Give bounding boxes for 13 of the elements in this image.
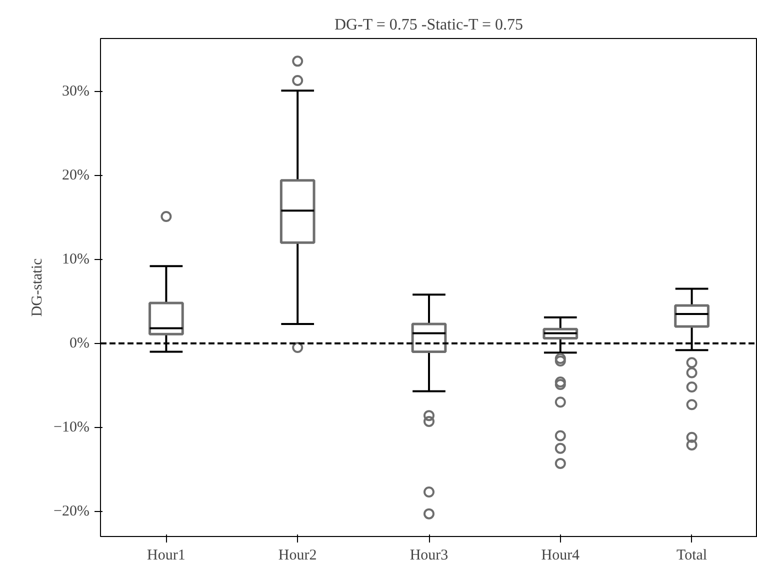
x-tick-label: Hour2	[278, 548, 317, 564]
y-tick-label: 10%	[62, 251, 90, 268]
x-tick-label: Total	[676, 548, 708, 564]
y-axis-title: DG-static	[30, 258, 46, 317]
x-tick-label: Hour4	[541, 548, 580, 564]
y-tick-label: −10%	[54, 419, 90, 436]
y-tick-label: 20%	[62, 167, 90, 184]
y-tick-label: −20%	[54, 503, 90, 520]
x-tick-label: Hour1	[147, 548, 186, 564]
chart-title: DG-T = 0.75 -Static-T = 0.75	[334, 16, 523, 34]
y-tick-label: 0%	[70, 335, 90, 352]
x-tick-label: Hour3	[410, 548, 448, 564]
y-tick-label: 30%	[62, 83, 90, 100]
